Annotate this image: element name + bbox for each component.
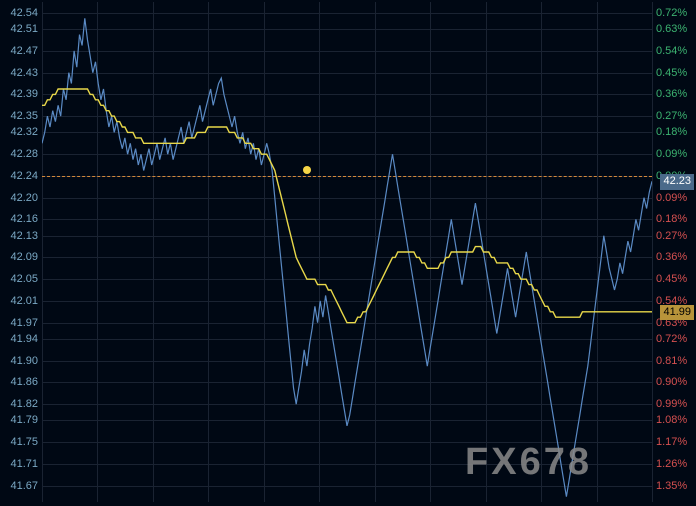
left-tick-label: 42.35 [10, 111, 38, 122]
right-tick-label: 0.72% [656, 8, 687, 19]
left-tick-label: 41.97 [10, 318, 38, 329]
left-tick-label: 42.01 [10, 296, 38, 307]
left-tick-label: 42.32 [10, 127, 38, 138]
left-tick-label: 42.39 [10, 89, 38, 100]
left-tick-label: 41.90 [10, 356, 38, 367]
left-tick-label: 41.79 [10, 415, 38, 426]
right-tick-label: 0.18% [656, 214, 687, 225]
left-tick-label: 42.28 [10, 149, 38, 160]
left-tick-label: 41.67 [10, 481, 38, 492]
right-axis: 0.72% 0.63% 0.54% 0.45% 0.36% 0.27% 0.18% 0.09%… [652, 0, 696, 506]
left-tick-label: 42.05 [10, 274, 38, 285]
left-tick-label: 42.43 [10, 68, 38, 79]
right-tick-label: 0.09% [656, 193, 687, 204]
left-tick-label: 42.51 [10, 24, 38, 35]
right-tick-label: 1.35% [656, 481, 687, 492]
left-tick-label: 42.09 [10, 252, 38, 263]
right-tick-label: 0.18% [656, 127, 687, 138]
left-tick-label: 41.75 [10, 437, 38, 448]
right-tick-label: 0.36% [656, 89, 687, 100]
left-tick-label: 41.71 [10, 459, 38, 470]
ma-line [42, 89, 652, 323]
price-chart: FX678 42.54 42.51 42.47 42.43 42.39 42.35 42.3… [0, 0, 696, 506]
left-tick-label: 42.13 [10, 231, 38, 242]
left-tick-label: 41.86 [10, 377, 38, 388]
right-tick-label: 1.26% [656, 459, 687, 470]
right-tick-label: 1.08% [656, 415, 687, 426]
right-tick-label: 0.90% [656, 377, 687, 388]
right-tick-label: 0.09% [656, 149, 687, 160]
price-line [42, 18, 652, 496]
left-tick-label: 42.20 [10, 193, 38, 204]
watermark: FX678 [465, 441, 592, 484]
plot-area[interactable]: FX678 [42, 2, 652, 502]
price-tag: 41.99 [660, 305, 694, 320]
left-axis: 42.54 42.51 42.47 42.43 42.39 42.35 42.32 42.28… [0, 0, 42, 506]
right-tick-label: 0.27% [656, 231, 687, 242]
right-tick-label: 0.36% [656, 252, 687, 263]
right-tick-label: 0.27% [656, 111, 687, 122]
right-tick-label: 0.54% [656, 46, 687, 57]
price-tag: 42.23 [660, 174, 694, 189]
right-tick-label: 0.99% [656, 399, 687, 410]
right-tick-label: 0.63% [656, 24, 687, 35]
left-tick-label: 42.54 [10, 8, 38, 19]
left-tick-label: 42.47 [10, 46, 38, 57]
right-tick-label: 0.72% [656, 334, 687, 345]
right-tick-label: 0.45% [656, 274, 687, 285]
left-tick-label: 41.94 [10, 334, 38, 345]
right-tick-label: 0.81% [656, 356, 687, 367]
right-tick-label: 0.45% [656, 68, 687, 79]
right-tick-label: 1.17% [656, 437, 687, 448]
series-lines [42, 2, 652, 502]
left-tick-label: 42.24 [10, 171, 38, 182]
left-tick-label: 42.16 [10, 214, 38, 225]
left-tick-label: 41.82 [10, 399, 38, 410]
marker-dot [303, 166, 311, 174]
